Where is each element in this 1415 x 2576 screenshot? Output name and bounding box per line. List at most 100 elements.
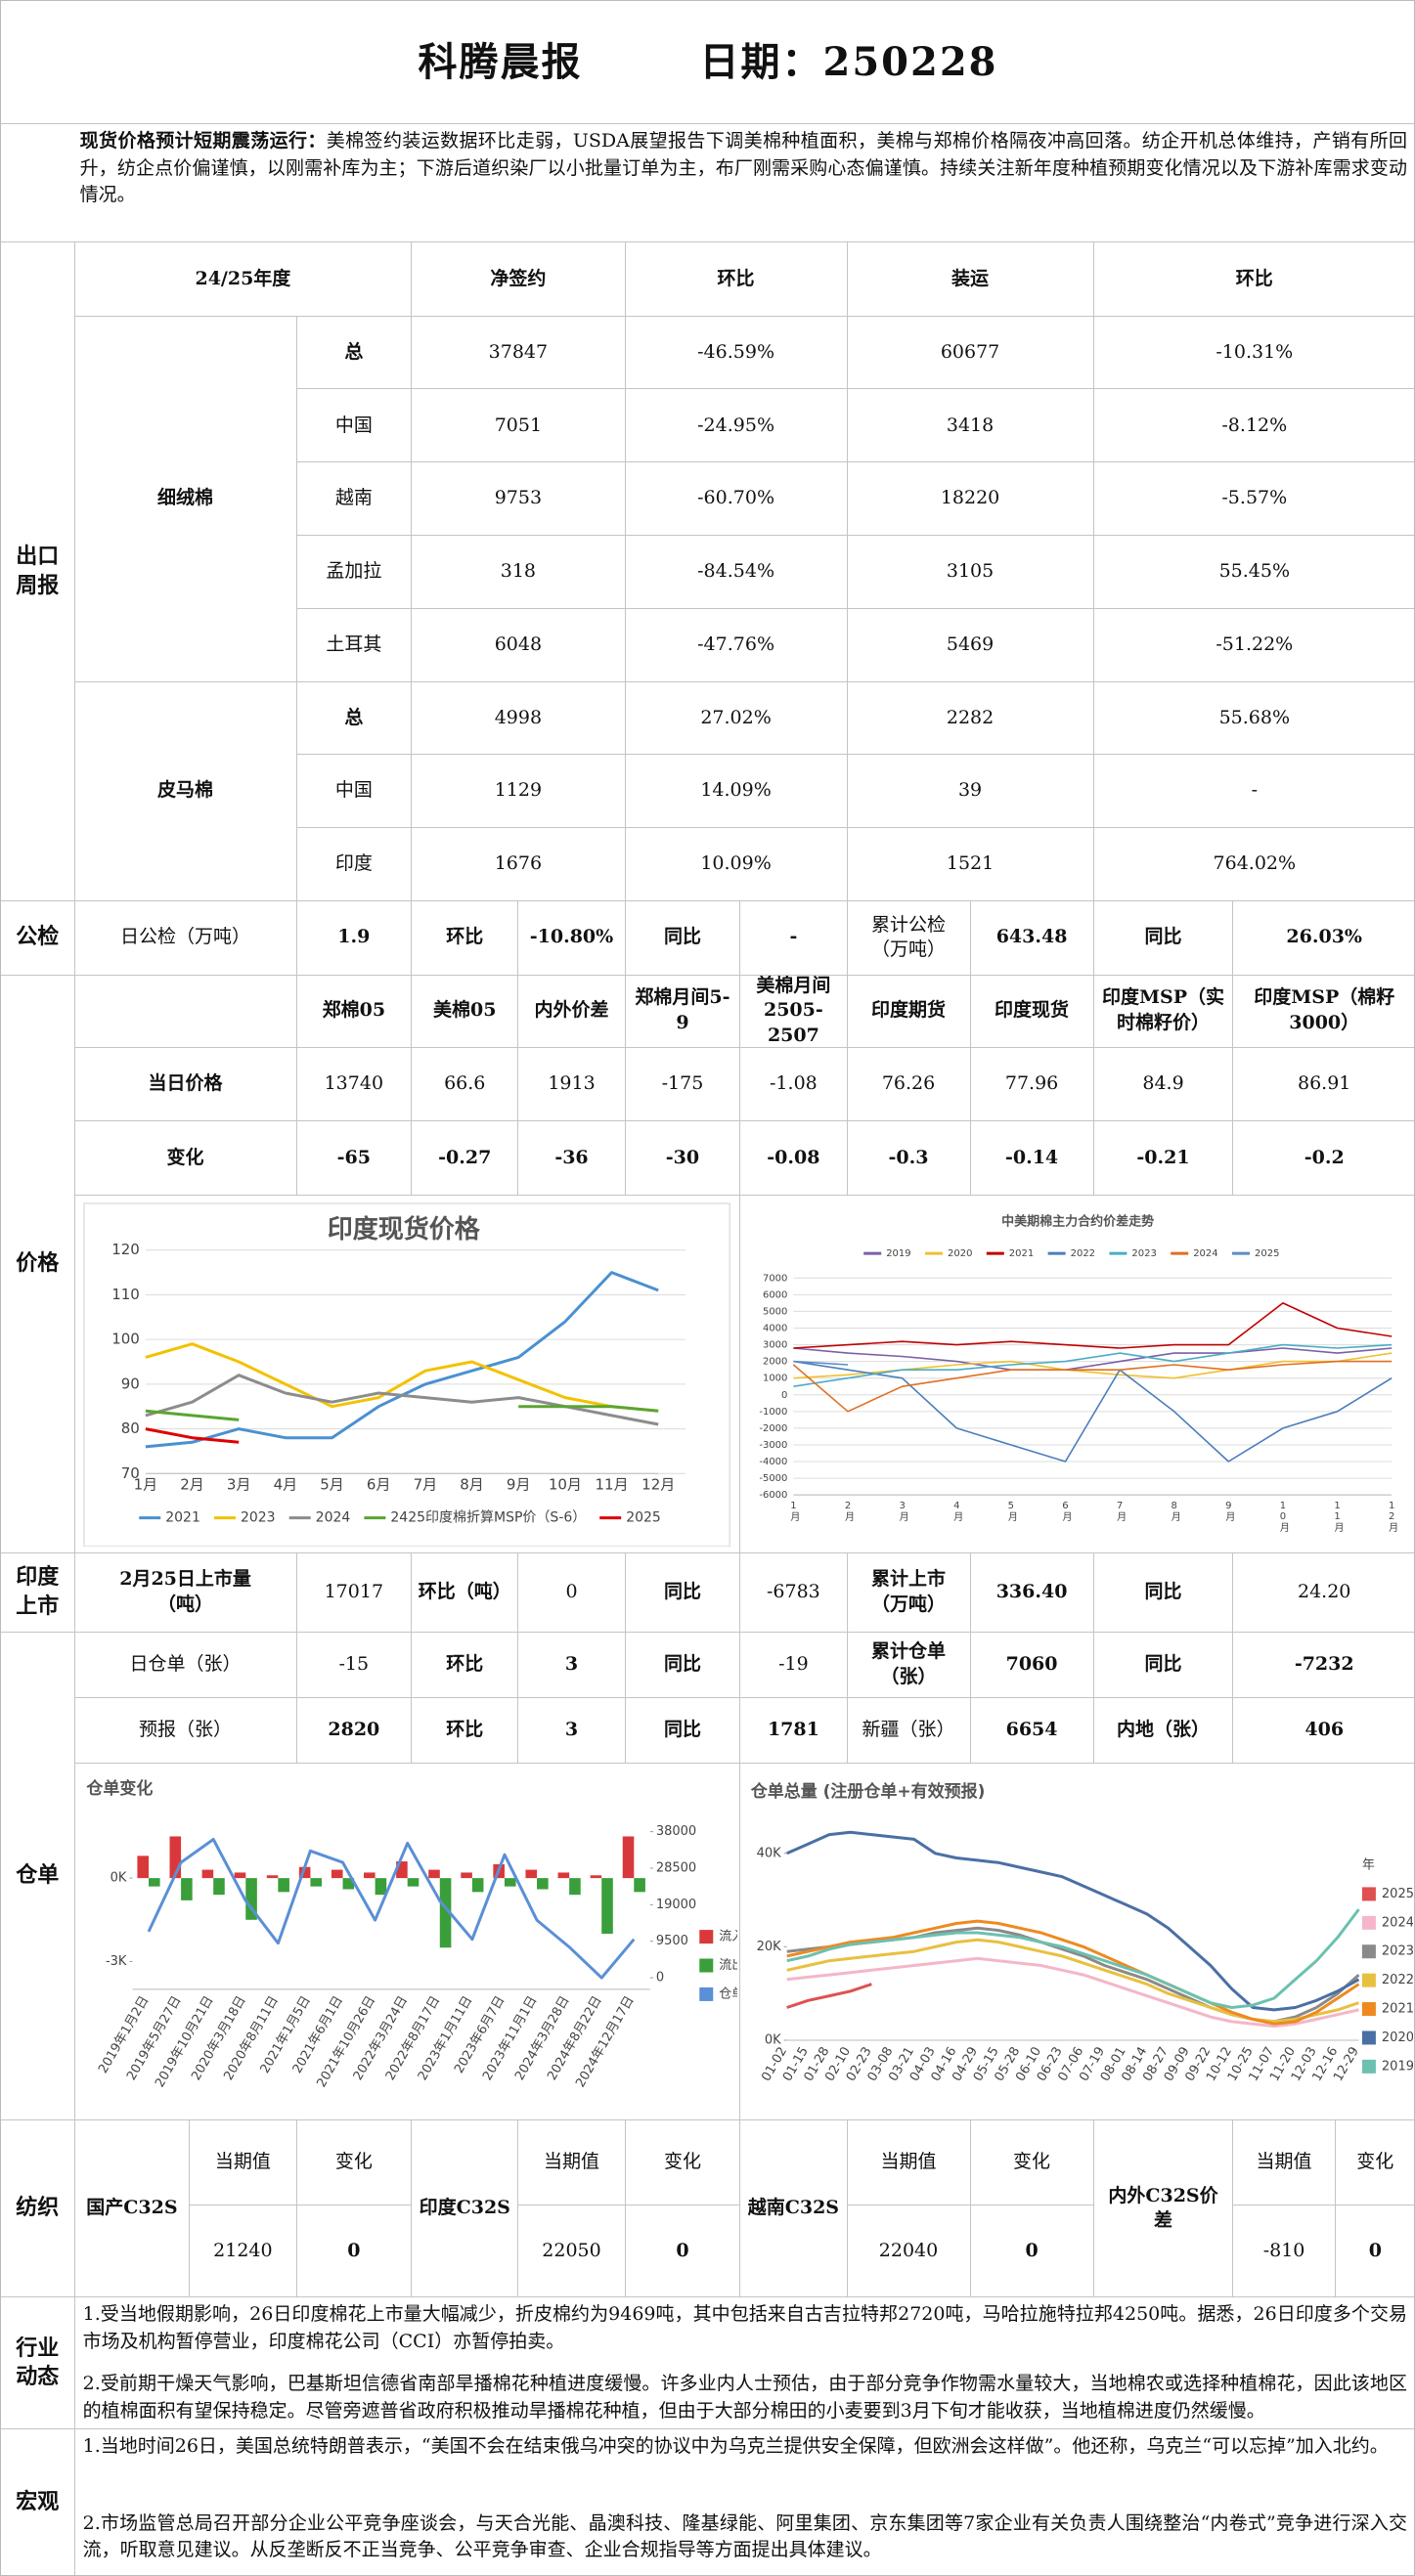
- line-series: [145, 1270, 659, 1448]
- table-cell: -10.31%: [1093, 317, 1414, 390]
- line-series: [792, 1301, 1392, 1349]
- section-label: 仓单: [1, 1632, 75, 2120]
- x-tick-label: 3月: [897, 1501, 908, 1522]
- table-cell: -7232: [1233, 1633, 1414, 1699]
- legend-swatch: [1361, 1943, 1376, 1958]
- table-cell: 336.40: [970, 1553, 1094, 1633]
- column-header: 环比: [1093, 242, 1414, 317]
- bar: [634, 1877, 645, 1892]
- bar: [181, 1877, 193, 1900]
- x-tick-label: 4月: [274, 1475, 298, 1493]
- column-header: 环比: [625, 242, 848, 317]
- line-series: [786, 1907, 1360, 2009]
- table-cell: 总: [296, 316, 413, 390]
- y-tick-label: -2000: [759, 1422, 787, 1433]
- y-tick-label: 90: [121, 1375, 140, 1392]
- y2-tick-label: 28500: [656, 1860, 696, 1875]
- table-cell: 0: [625, 2205, 741, 2298]
- y-tick-label: 110: [111, 1285, 140, 1302]
- table-cell: 环比: [412, 1698, 519, 1765]
- table-cell: 318: [412, 536, 626, 609]
- chart-title: 印度现货价格: [328, 1214, 481, 1244]
- section-label: 价格: [1, 975, 75, 1554]
- table-cell: -810: [1233, 2205, 1336, 2298]
- column-header: 变化: [296, 2119, 413, 2206]
- row-label: 当日价格: [74, 1047, 297, 1122]
- table-cell: 17017: [296, 1553, 413, 1633]
- news-item: 1.当地时间26日，美国总统特朗普表示，“美国不会在结束俄乌冲突的协议中为乌克兰…: [75, 2429, 1414, 2507]
- table-cell: 10.09%: [625, 828, 848, 901]
- table-cell: 1.9: [296, 900, 413, 976]
- y-tick-label: 6000: [763, 1289, 787, 1300]
- group-label: 皮马棉: [74, 681, 297, 901]
- table-cell: 21240: [190, 2205, 297, 2298]
- chart-frame: [74, 1764, 741, 2120]
- bar: [266, 1874, 279, 1878]
- x-tick-label: 7月: [414, 1475, 438, 1493]
- bar: [342, 1877, 355, 1890]
- legend-label: 2024: [316, 1509, 351, 1525]
- legend-swatch: [1361, 2001, 1376, 2016]
- column-header: 印度MSP（棉籽3000）: [1233, 976, 1414, 1048]
- bar: [396, 1860, 408, 1878]
- table-cell: 新疆（张）: [847, 1698, 971, 1765]
- y-tick-label: -4000: [759, 1457, 787, 1467]
- table-cell: 日公检（万吨）: [74, 900, 297, 976]
- y-tick-label: 40K: [756, 1846, 781, 1860]
- table-cell: 越南: [296, 462, 413, 537]
- table-cell: 0: [970, 2205, 1094, 2298]
- bar: [245, 1877, 257, 1920]
- legend-label: 2020: [1382, 2030, 1413, 2045]
- chart-frame: [74, 1195, 741, 1554]
- column-header: 印度MSP（实时棉籽价）: [1093, 975, 1234, 1048]
- legend-swatch: [699, 1987, 714, 2001]
- column-header: 当期值: [190, 2119, 297, 2206]
- legend-label: 2022: [1070, 1248, 1094, 1259]
- news-item: 1.受当地假期影响，26日印度棉花上市量大幅减少，折皮棉约为9469吨，其中包括…: [75, 2297, 1414, 2367]
- x-tick-label: 11月: [596, 1475, 629, 1493]
- table-cell: -6783: [740, 1553, 848, 1633]
- y-tick-label: 20K: [756, 1940, 781, 1954]
- x-tick-label: 12月: [1386, 1501, 1397, 1533]
- group-label: 细绒棉: [74, 316, 297, 682]
- table-cell: 37847: [412, 316, 626, 390]
- table-cell: 60677: [847, 316, 1094, 390]
- bar: [622, 1836, 635, 1878]
- summary: 现货价格预计短期震荡运行：美棉签约装运数据环比走弱，USDA展望报告下调美棉种植…: [1, 124, 1414, 243]
- table-cell: 同比: [1093, 900, 1234, 976]
- table-cell: 同比: [1093, 1553, 1234, 1633]
- table-cell: 77.96: [970, 1047, 1094, 1122]
- section-label: 宏观: [1, 2428, 75, 2575]
- legend-label: 2021: [165, 1509, 200, 1525]
- x-tick-label: 6月: [367, 1475, 391, 1493]
- column-header: 当期值: [847, 2119, 971, 2206]
- bar: [428, 1869, 440, 1878]
- table-cell: 27.02%: [625, 681, 848, 756]
- legend-label: 2022: [1382, 1973, 1413, 1987]
- table-cell: 7051: [412, 389, 626, 463]
- table-cell: 同比: [625, 1632, 741, 1699]
- bar: [375, 1877, 387, 1895]
- legend-label: 2021: [1382, 2001, 1413, 2016]
- column-header: 郑棉月间5-9: [625, 975, 741, 1048]
- table-cell: -0.21: [1093, 1121, 1234, 1196]
- y2-tick-label: 0: [656, 1970, 664, 1985]
- table-cell: 5469: [847, 608, 1094, 682]
- table-cell: 中国: [296, 755, 413, 829]
- item-name: 内外C32S价差: [1093, 2119, 1234, 2298]
- table-cell: 6654: [970, 1698, 1094, 1765]
- line-series: [147, 1837, 636, 1980]
- bar: [298, 1866, 311, 1878]
- column-header: 净签约: [412, 242, 626, 317]
- table-cell: -0.3: [847, 1121, 971, 1196]
- line-series: [792, 1360, 1392, 1413]
- table-cell: 2282: [847, 681, 1094, 756]
- section-label: 行业动态: [1, 2297, 75, 2429]
- bar: [310, 1877, 323, 1887]
- news-item: 2.市场监管总局召开部分企业公平竞争座谈会，与天合光能、晶澳科技、隆基绿能、阿里…: [75, 2507, 1414, 2575]
- table-cell: 55.68%: [1093, 682, 1414, 756]
- chart-title: 中美期棉主力合约价差走势: [1001, 1213, 1154, 1229]
- legend-swatch: [1361, 1887, 1376, 1901]
- table-cell: 印度: [296, 828, 413, 901]
- x-tick-label: 1月: [134, 1475, 158, 1493]
